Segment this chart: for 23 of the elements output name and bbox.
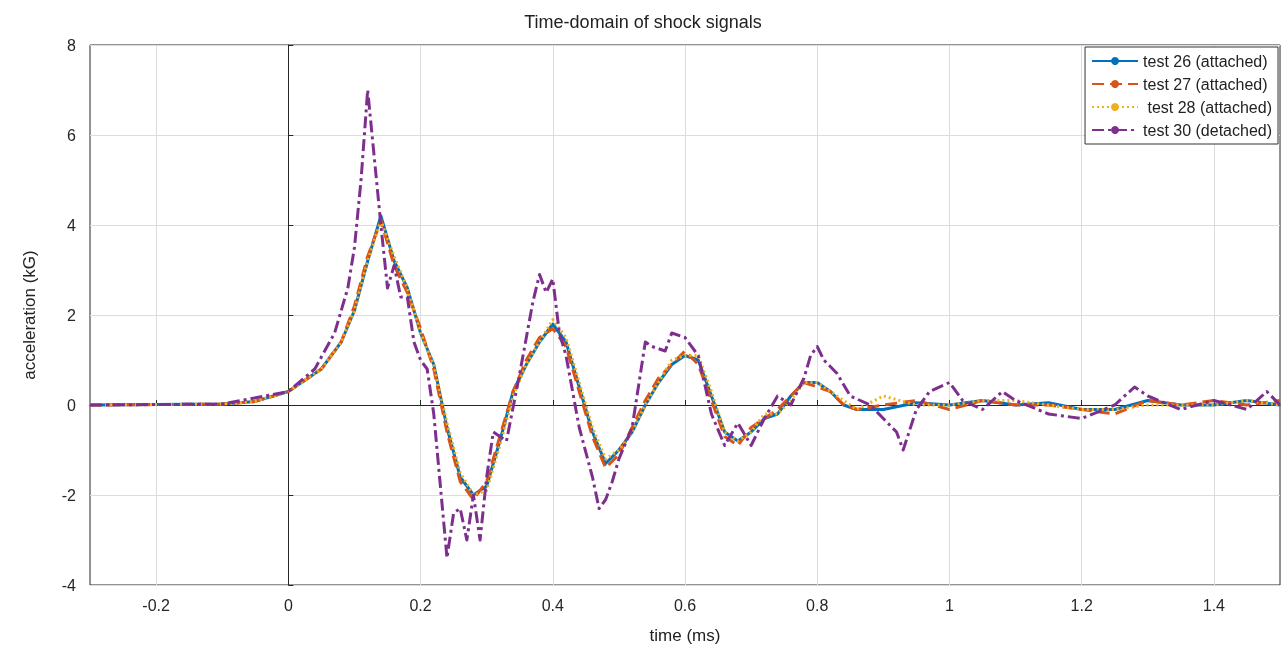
y-tick-label: 4 bbox=[67, 216, 77, 234]
x-tick-label: 1.2 bbox=[1070, 596, 1093, 614]
y-tick-label: -4 bbox=[61, 576, 77, 594]
y-tick-label: 6 bbox=[67, 126, 77, 144]
x-tick-label: 0.2 bbox=[409, 596, 432, 614]
legend-label: test 28 (attached) bbox=[1143, 98, 1272, 116]
x-tick-label: 1.4 bbox=[1202, 596, 1226, 614]
x-tick-label: 1 bbox=[944, 596, 954, 614]
x-tick-label: 0.4 bbox=[541, 596, 564, 614]
y-tick-label: 0 bbox=[67, 396, 77, 414]
x-tick-label: 0.8 bbox=[806, 596, 829, 614]
y-tick-label: 2 bbox=[67, 306, 77, 324]
legend-label: test 26 (attached) bbox=[1143, 52, 1268, 70]
x-axis-title: time (ms) bbox=[649, 626, 721, 645]
x-tick-label: 0 bbox=[283, 596, 293, 614]
y-tick-label: -2 bbox=[61, 486, 77, 504]
legend-label: test 27 (attached) bbox=[1143, 75, 1268, 93]
x-tick-label: -0.2 bbox=[142, 596, 170, 614]
y-tick-label: 8 bbox=[67, 36, 77, 54]
chart-title: Time-domain of shock signals bbox=[524, 12, 762, 32]
x-tick-label: 0.6 bbox=[673, 596, 697, 614]
legend-label: test 30 (detached) bbox=[1143, 121, 1272, 139]
y-axis-title: acceleration (kG) bbox=[20, 250, 39, 380]
